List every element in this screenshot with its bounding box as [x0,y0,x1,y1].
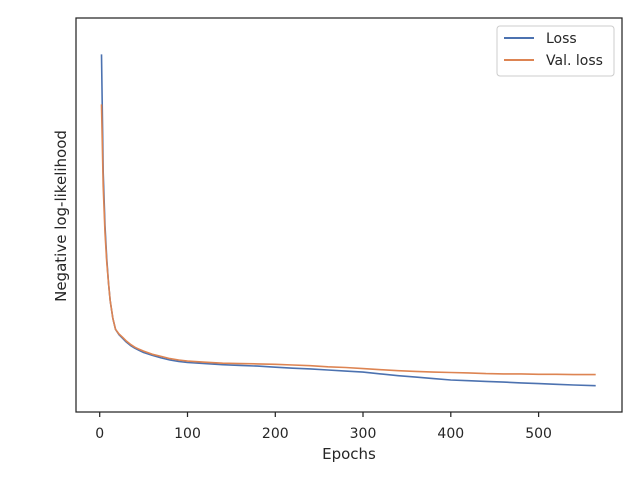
legend-label-loss: Loss [546,31,577,47]
x-tick-label: 500 [525,426,552,442]
legend: Loss Val. loss [496,25,615,77]
series-line-val-loss [100,104,596,376]
plot-area [76,18,622,412]
series-layer [100,54,596,387]
x-tick-label: 100 [174,426,201,442]
x-axis-label: Epochs [322,445,376,463]
x-tick-label: 0 [95,426,104,442]
legend-label-val-loss: Val. loss [546,53,603,69]
y-axis-label: Negative log-likelihood [52,130,70,302]
plot-frame [75,17,623,413]
x-axis-ticks: 0 100 200 300 400 500 [95,412,552,442]
x-tick-label: 400 [437,426,464,442]
x-tick-label: 200 [262,426,289,442]
x-tick-label: 300 [350,426,377,442]
